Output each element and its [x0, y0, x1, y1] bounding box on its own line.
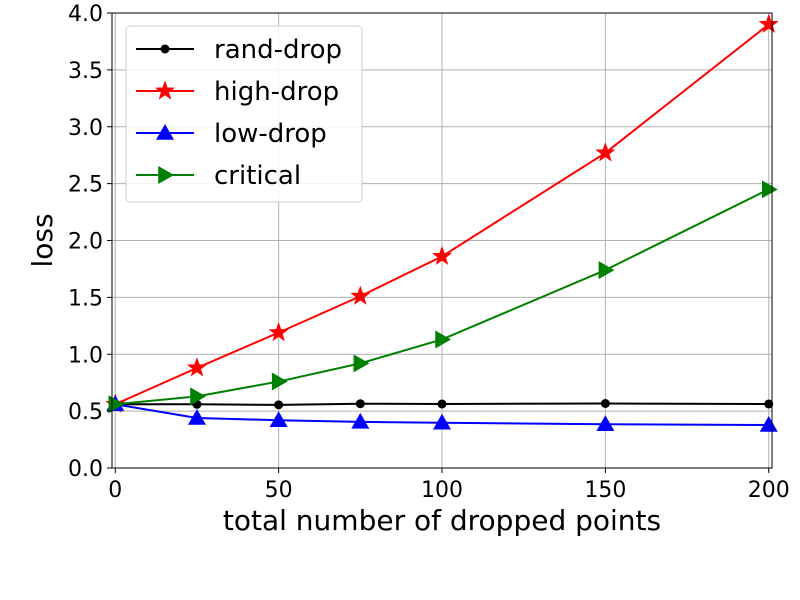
- data-point-critical: [271, 372, 288, 391]
- data-point-critical: [190, 387, 206, 406]
- data-point-low-drop: [187, 408, 206, 425]
- series-critical: [108, 180, 778, 414]
- data-point-low-drop: [433, 413, 451, 430]
- series-rand-drop: [110, 399, 774, 410]
- data-point-low-drop: [759, 416, 778, 432]
- data-point-high-drop: [758, 13, 779, 34]
- legend-label-critical: critical: [214, 161, 301, 191]
- data-point-high-drop: [350, 285, 371, 305]
- x-tick-label: 0: [108, 478, 122, 503]
- series-high-drop: [105, 13, 779, 414]
- y-tick-label: 4.0: [68, 2, 103, 27]
- legend-label-low-drop: low-drop: [214, 119, 327, 149]
- data-point-critical: [435, 330, 451, 349]
- data-point-rand-drop: [437, 399, 447, 409]
- y-tick-label: 2.5: [68, 173, 103, 198]
- legend-marker-critical: [158, 166, 174, 184]
- x-tick-label: 200: [748, 478, 790, 503]
- series-low-drop: [106, 395, 778, 432]
- y-tick-label: 3.0: [68, 116, 103, 141]
- data-point-low-drop: [269, 411, 288, 427]
- y-tick-label: 2.0: [68, 230, 103, 255]
- data-point-rand-drop: [764, 399, 774, 409]
- legend-label-rand-drop: rand-drop: [214, 35, 342, 65]
- x-tick-label: 100: [421, 478, 463, 503]
- legend-marker-rand-drop: [160, 44, 170, 54]
- data-point-high-drop: [595, 142, 616, 162]
- data-point-low-drop: [351, 412, 370, 429]
- y-axis-ticks: 0.0 0.5 1.0 1.5 2.0 2.5 3.0 3.5 4.0: [68, 2, 112, 482]
- y-tick-label: 3.5: [68, 59, 103, 84]
- legend-marker-high-drop: [154, 80, 176, 100]
- legend-marker-low-drop: [156, 124, 174, 140]
- legend-box: [125, 25, 363, 203]
- data-point-high-drop: [186, 357, 208, 377]
- data-point-high-drop: [268, 321, 289, 342]
- data-point-critical: [761, 180, 778, 199]
- y-tick-label: 1.5: [68, 286, 103, 311]
- legend: rand-drop high-drop low-drop critical: [125, 25, 363, 203]
- data-point-critical: [353, 354, 370, 373]
- x-axis-label: total number of dropped points: [223, 504, 661, 537]
- x-tick-label: 150: [584, 478, 626, 503]
- data-point-critical: [598, 261, 615, 280]
- y-axis-label: loss: [26, 213, 59, 267]
- data-point-high-drop: [431, 245, 453, 266]
- y-tick-label: 1.0: [68, 343, 103, 368]
- y-tick-label: 0.5: [68, 400, 103, 425]
- data-point-rand-drop: [600, 399, 610, 409]
- data-point-low-drop: [596, 415, 615, 431]
- x-tick-label: 50: [265, 478, 293, 503]
- data-point-rand-drop: [274, 400, 284, 410]
- x-axis-ticks: 0 50 100 150 200: [108, 468, 790, 503]
- y-tick-label: 0.0: [68, 457, 103, 482]
- legend-label-high-drop: high-drop: [214, 77, 339, 107]
- data-point-rand-drop: [355, 399, 365, 409]
